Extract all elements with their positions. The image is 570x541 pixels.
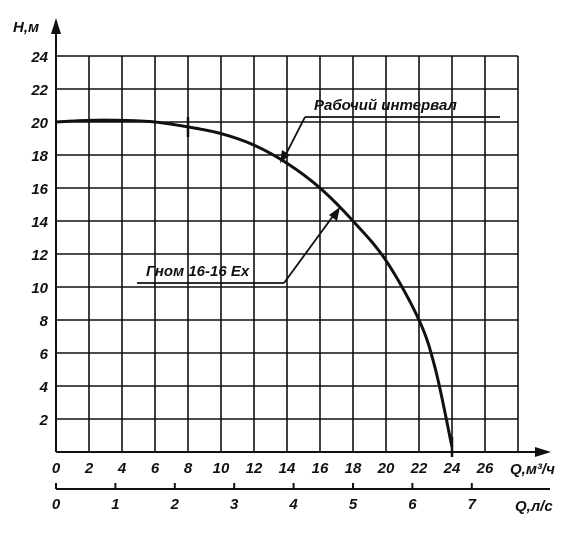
x-secondary-tick-label: 3 (230, 496, 239, 513)
x-tick-label: 12 (246, 460, 263, 477)
x-axis-arrow (535, 447, 551, 457)
x-tick-label: 0 (52, 460, 61, 477)
x-axis-title: Q,м³/ч (510, 461, 555, 478)
x-tick-label: 16 (312, 460, 329, 477)
x-secondary-tick-label: 2 (170, 496, 180, 513)
x-tick-label: 24 (443, 460, 461, 477)
x-tick-label: 14 (279, 460, 296, 477)
x-tick-label: 20 (377, 460, 395, 477)
series (55, 116, 454, 458)
y-tick-label: 14 (31, 214, 48, 231)
x-secondary-tick-label: 1 (111, 496, 119, 513)
x-tick-label: 8 (184, 460, 193, 477)
axes (51, 18, 551, 490)
y-axis-arrow (51, 18, 61, 34)
y-tick-label: 10 (31, 280, 48, 297)
annotation-leader-model (283, 211, 337, 284)
x-tick-label: 18 (345, 460, 362, 477)
y-tick-label: 12 (31, 247, 48, 264)
annotation-arrow-working-interval (280, 150, 290, 163)
annotation-leader-working-interval (283, 116, 306, 159)
series-curve-gnom-16-16-ex (55, 118, 454, 448)
y-tick-label: 8 (40, 313, 49, 330)
annotations: Рабочий интервал Гном 16-16 Ex (137, 97, 500, 284)
y-axis-title: H,м (13, 19, 39, 36)
annotation-model-name: Гном 16-16 Ex (146, 263, 250, 280)
annotation-working-interval: Рабочий интервал (314, 97, 458, 114)
y-tick-label: 4 (39, 379, 49, 396)
x-secondary-tick-label: 5 (349, 496, 358, 513)
x-tick-label: 6 (151, 460, 160, 477)
annotation-arrow-model (329, 207, 340, 221)
y-tick-label: 22 (30, 82, 48, 99)
x-tick-label: 2 (84, 460, 94, 477)
y-tick-label: 6 (40, 346, 49, 363)
x-tick-label: 10 (213, 460, 230, 477)
x-tick-label: 4 (117, 460, 127, 477)
x-secondary-tick-label: 4 (288, 496, 298, 513)
x-tick-label: 22 (410, 460, 428, 477)
x-axis-secondary-title: Q,л/с (515, 498, 553, 515)
y-tick-label: 16 (31, 181, 48, 198)
y-tick-label: 24 (30, 49, 48, 66)
x-secondary-tick-label: 7 (468, 496, 477, 513)
grid (56, 55, 519, 452)
y-tick-label: 2 (39, 412, 49, 429)
x-tick-label: 26 (476, 460, 494, 477)
y-tick-label: 18 (31, 148, 48, 165)
x-secondary-tick-label: 6 (408, 496, 417, 513)
y-tick-label: 20 (30, 115, 48, 132)
x-secondary-tick-label: 0 (52, 496, 61, 513)
